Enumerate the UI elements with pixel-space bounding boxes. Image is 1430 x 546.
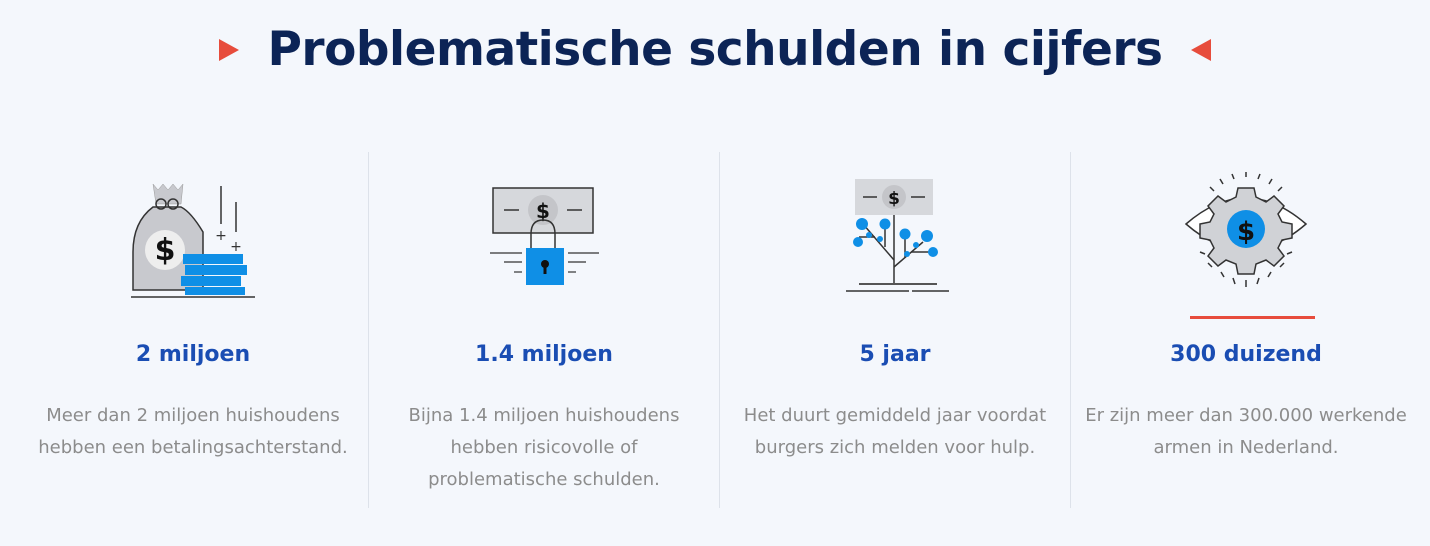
stat-card: $ 1.4 miljoen Bijna 1.4 miljoen huishoud… bbox=[368, 152, 719, 508]
stat-card: $ 300 duizend Er zijn meer dan 300.000 w… bbox=[1070, 152, 1421, 508]
locked-banknote-icon: $ bbox=[490, 187, 599, 285]
svg-text:+: + bbox=[215, 228, 227, 244]
triangle-left-icon bbox=[1190, 38, 1211, 61]
money-bag-coins-icon: $ ++ bbox=[131, 183, 255, 298]
stat-description: Er zijn meer dan 300.000 werkende armen … bbox=[1085, 405, 1407, 458]
stat-description: Het duurt gemiddeld jaar voordat burgers… bbox=[743, 405, 1047, 458]
accent-divider bbox=[1190, 316, 1315, 319]
stats-row: $ + + 2 miljoen Meer dan 2 miljoen huisho… bbox=[18, 152, 1421, 508]
page-title: Problematische schulden in cijfers bbox=[267, 22, 1163, 77]
stat-value: 1.4 miljoen bbox=[475, 342, 613, 367]
eye-gear-dollar-icon: $ bbox=[1184, 172, 1308, 287]
stat-value: 5 jaar bbox=[859, 342, 931, 367]
section-header: Problematische schulden in cijfers bbox=[0, 22, 1430, 77]
stat-value: 2 miljoen bbox=[135, 342, 251, 367]
stat-card: $ 5 jaar Het duurt gemiddeld jaar voorda… bbox=[719, 152, 1070, 508]
svg-text:$: $ bbox=[155, 233, 176, 268]
triangle-right-icon bbox=[219, 38, 240, 61]
stat-value: 300 duizend bbox=[1170, 342, 1322, 367]
svg-text:$: $ bbox=[888, 189, 900, 209]
svg-text:+: + bbox=[230, 239, 242, 255]
stat-description: Meer dan 2 miljoen huishoudens hebben ee… bbox=[38, 405, 348, 458]
money-tree-icon: $ bbox=[846, 179, 949, 292]
svg-text:$: $ bbox=[536, 199, 550, 223]
svg-text:$: $ bbox=[1237, 217, 1255, 247]
stat-card: $ + + 2 miljoen Meer dan 2 miljoen huisho… bbox=[18, 152, 368, 508]
stat-description: Bijna 1.4 miljoen huishoudens hebben ris… bbox=[408, 405, 680, 490]
